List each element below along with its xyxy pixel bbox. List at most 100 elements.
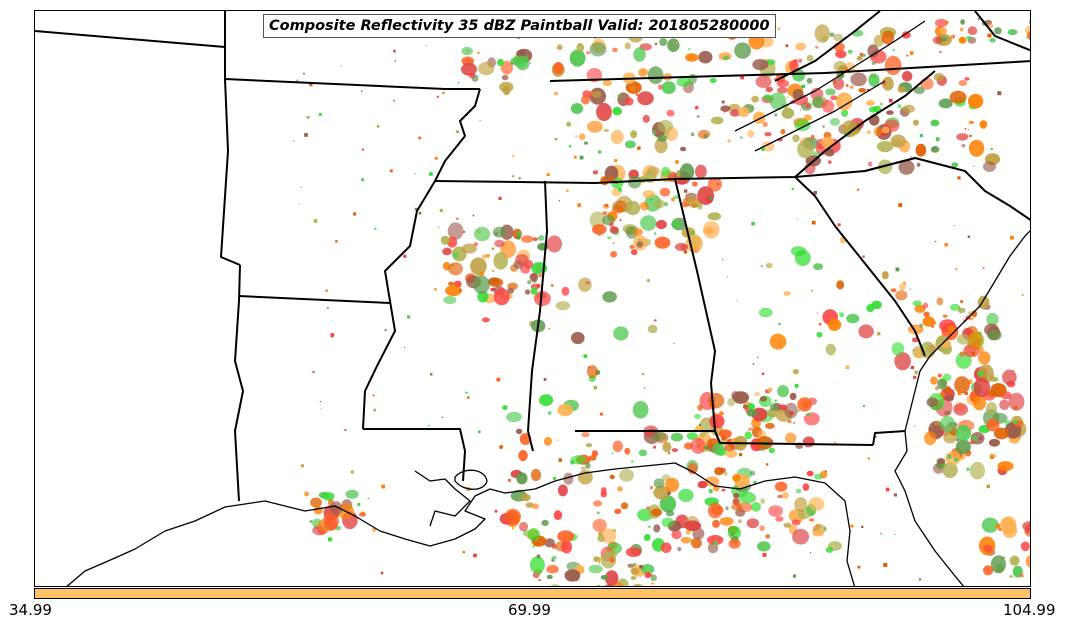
- reflectivity-blob: [1025, 555, 1030, 568]
- reflectivity-blob: [802, 483, 810, 491]
- reflectivity-speck: [828, 160, 832, 164]
- reflectivity-blob: [563, 472, 574, 485]
- reflectivity-speck: [895, 267, 900, 272]
- reflectivity-blob: [638, 449, 648, 457]
- reflectivity-blob: [933, 321, 937, 325]
- reflectivity-blob: [752, 59, 769, 71]
- reflectivity-blob: [970, 435, 978, 443]
- reflectivity-blob: [330, 501, 343, 516]
- reflectivity-blob: [445, 285, 462, 297]
- reflectivity-speck: [473, 553, 477, 558]
- reflectivity-speck: [794, 384, 799, 388]
- reflectivity-blob: [527, 528, 540, 542]
- reflectivity-blob: [592, 518, 607, 533]
- reflectivity-blob: [833, 61, 847, 72]
- reflectivity-speck: [791, 187, 794, 190]
- reflectivity-blob: [581, 432, 590, 438]
- reflectivity-speck: [778, 322, 781, 325]
- reflectivity-blob: [806, 77, 813, 84]
- reflectivity-speck: [935, 137, 940, 141]
- reflectivity-blob: [902, 104, 915, 114]
- reflectivity-blob: [651, 508, 663, 517]
- reflectivity-blob: [500, 295, 504, 299]
- reflectivity-blob: [564, 569, 581, 582]
- reflectivity-speck: [708, 196, 712, 200]
- reflectivity-blob: [825, 343, 836, 356]
- reflectivity-blob: [629, 244, 635, 250]
- reflectivity-blob: [708, 393, 725, 409]
- reflectivity-blob: [600, 490, 607, 498]
- reflectivity-blob: [613, 326, 629, 341]
- reflectivity-speck: [919, 134, 923, 138]
- reflectivity-speck: [642, 372, 645, 375]
- reflectivity-speck: [894, 533, 896, 535]
- reflectivity-blob: [690, 132, 695, 137]
- reflectivity-blob: [732, 498, 740, 505]
- reflectivity-blob: [945, 386, 952, 393]
- reflectivity-blob: [581, 95, 590, 105]
- reflectivity-blob: [879, 102, 883, 106]
- reflectivity-blob: [897, 104, 902, 109]
- reflectivity-speck: [762, 552, 767, 557]
- reflectivity-blob: [666, 510, 675, 517]
- reflectivity-blob: [729, 109, 741, 117]
- reflectivity-blob: [723, 472, 728, 476]
- reflectivity-blob: [520, 493, 531, 502]
- reflectivity-blob: [959, 351, 965, 357]
- coast-florida-east: [894, 430, 965, 586]
- reflectivity-blob: [597, 232, 603, 236]
- reflectivity-blob: [911, 337, 919, 343]
- reflectivity-blob: [665, 477, 680, 493]
- reflectivity-blob: [492, 226, 506, 238]
- state-border-va-ky: [774, 11, 881, 82]
- reflectivity-speck: [736, 300, 738, 302]
- reflectivity-blob: [932, 36, 943, 44]
- reflectivity-blob: [806, 115, 813, 121]
- reflectivity-blob: [642, 190, 655, 199]
- reflectivity-blob: [704, 445, 708, 450]
- reflectivity-blob: [777, 385, 789, 398]
- reflectivity-blob: [640, 215, 657, 231]
- reflectivity-blob: [625, 200, 641, 216]
- reflectivity-speck: [837, 223, 841, 227]
- reflectivity-speck: [816, 312, 819, 314]
- reflectivity-speck: [684, 189, 688, 193]
- reflectivity-blob: [765, 534, 771, 539]
- reflectivity-blob: [867, 44, 879, 58]
- reflectivity-blob: [516, 234, 521, 240]
- reflectivity-blob: [583, 141, 589, 145]
- colorbar: [34, 588, 1031, 599]
- reflectivity-blob: [637, 91, 654, 106]
- reflectivity-blob: [632, 401, 649, 419]
- reflectivity-blob: [731, 503, 743, 511]
- reflectivity-blob: [690, 437, 706, 454]
- reflectivity-blob: [968, 331, 984, 349]
- reflectivity-blob: [500, 60, 513, 75]
- reflectivity-blob: [602, 211, 608, 216]
- reflectivity-blob: [322, 492, 335, 501]
- reflectivity-blob: [794, 497, 808, 512]
- reflectivity-blob: [781, 107, 795, 119]
- reflectivity-blob: [968, 120, 974, 125]
- reflectivity-blob: [605, 570, 619, 586]
- reflectivity-blob: [647, 66, 664, 85]
- reflectivity-blob: [986, 418, 1000, 432]
- reflectivity-blob: [836, 92, 853, 111]
- reflectivity-blob: [671, 197, 675, 202]
- reflectivity-speck: [512, 154, 515, 157]
- reflectivity-speck: [430, 373, 433, 376]
- reflectivity-blob: [734, 42, 751, 59]
- reflectivity-blob: [765, 262, 773, 269]
- reflectivity-blob: [712, 442, 725, 455]
- reflectivity-speck: [384, 329, 387, 332]
- reflectivity-speck: [558, 200, 560, 202]
- reflectivity-blob: [597, 584, 601, 586]
- reflectivity-blob: [600, 574, 609, 580]
- reflectivity-blob: [986, 312, 999, 327]
- reflectivity-speck: [885, 487, 890, 492]
- reflectivity-blob: [470, 257, 487, 275]
- reflectivity-blob: [585, 281, 590, 285]
- reflectivity-blob: [930, 146, 940, 153]
- reflectivity-blob: [529, 272, 539, 282]
- reflectivity-blob: [867, 161, 873, 167]
